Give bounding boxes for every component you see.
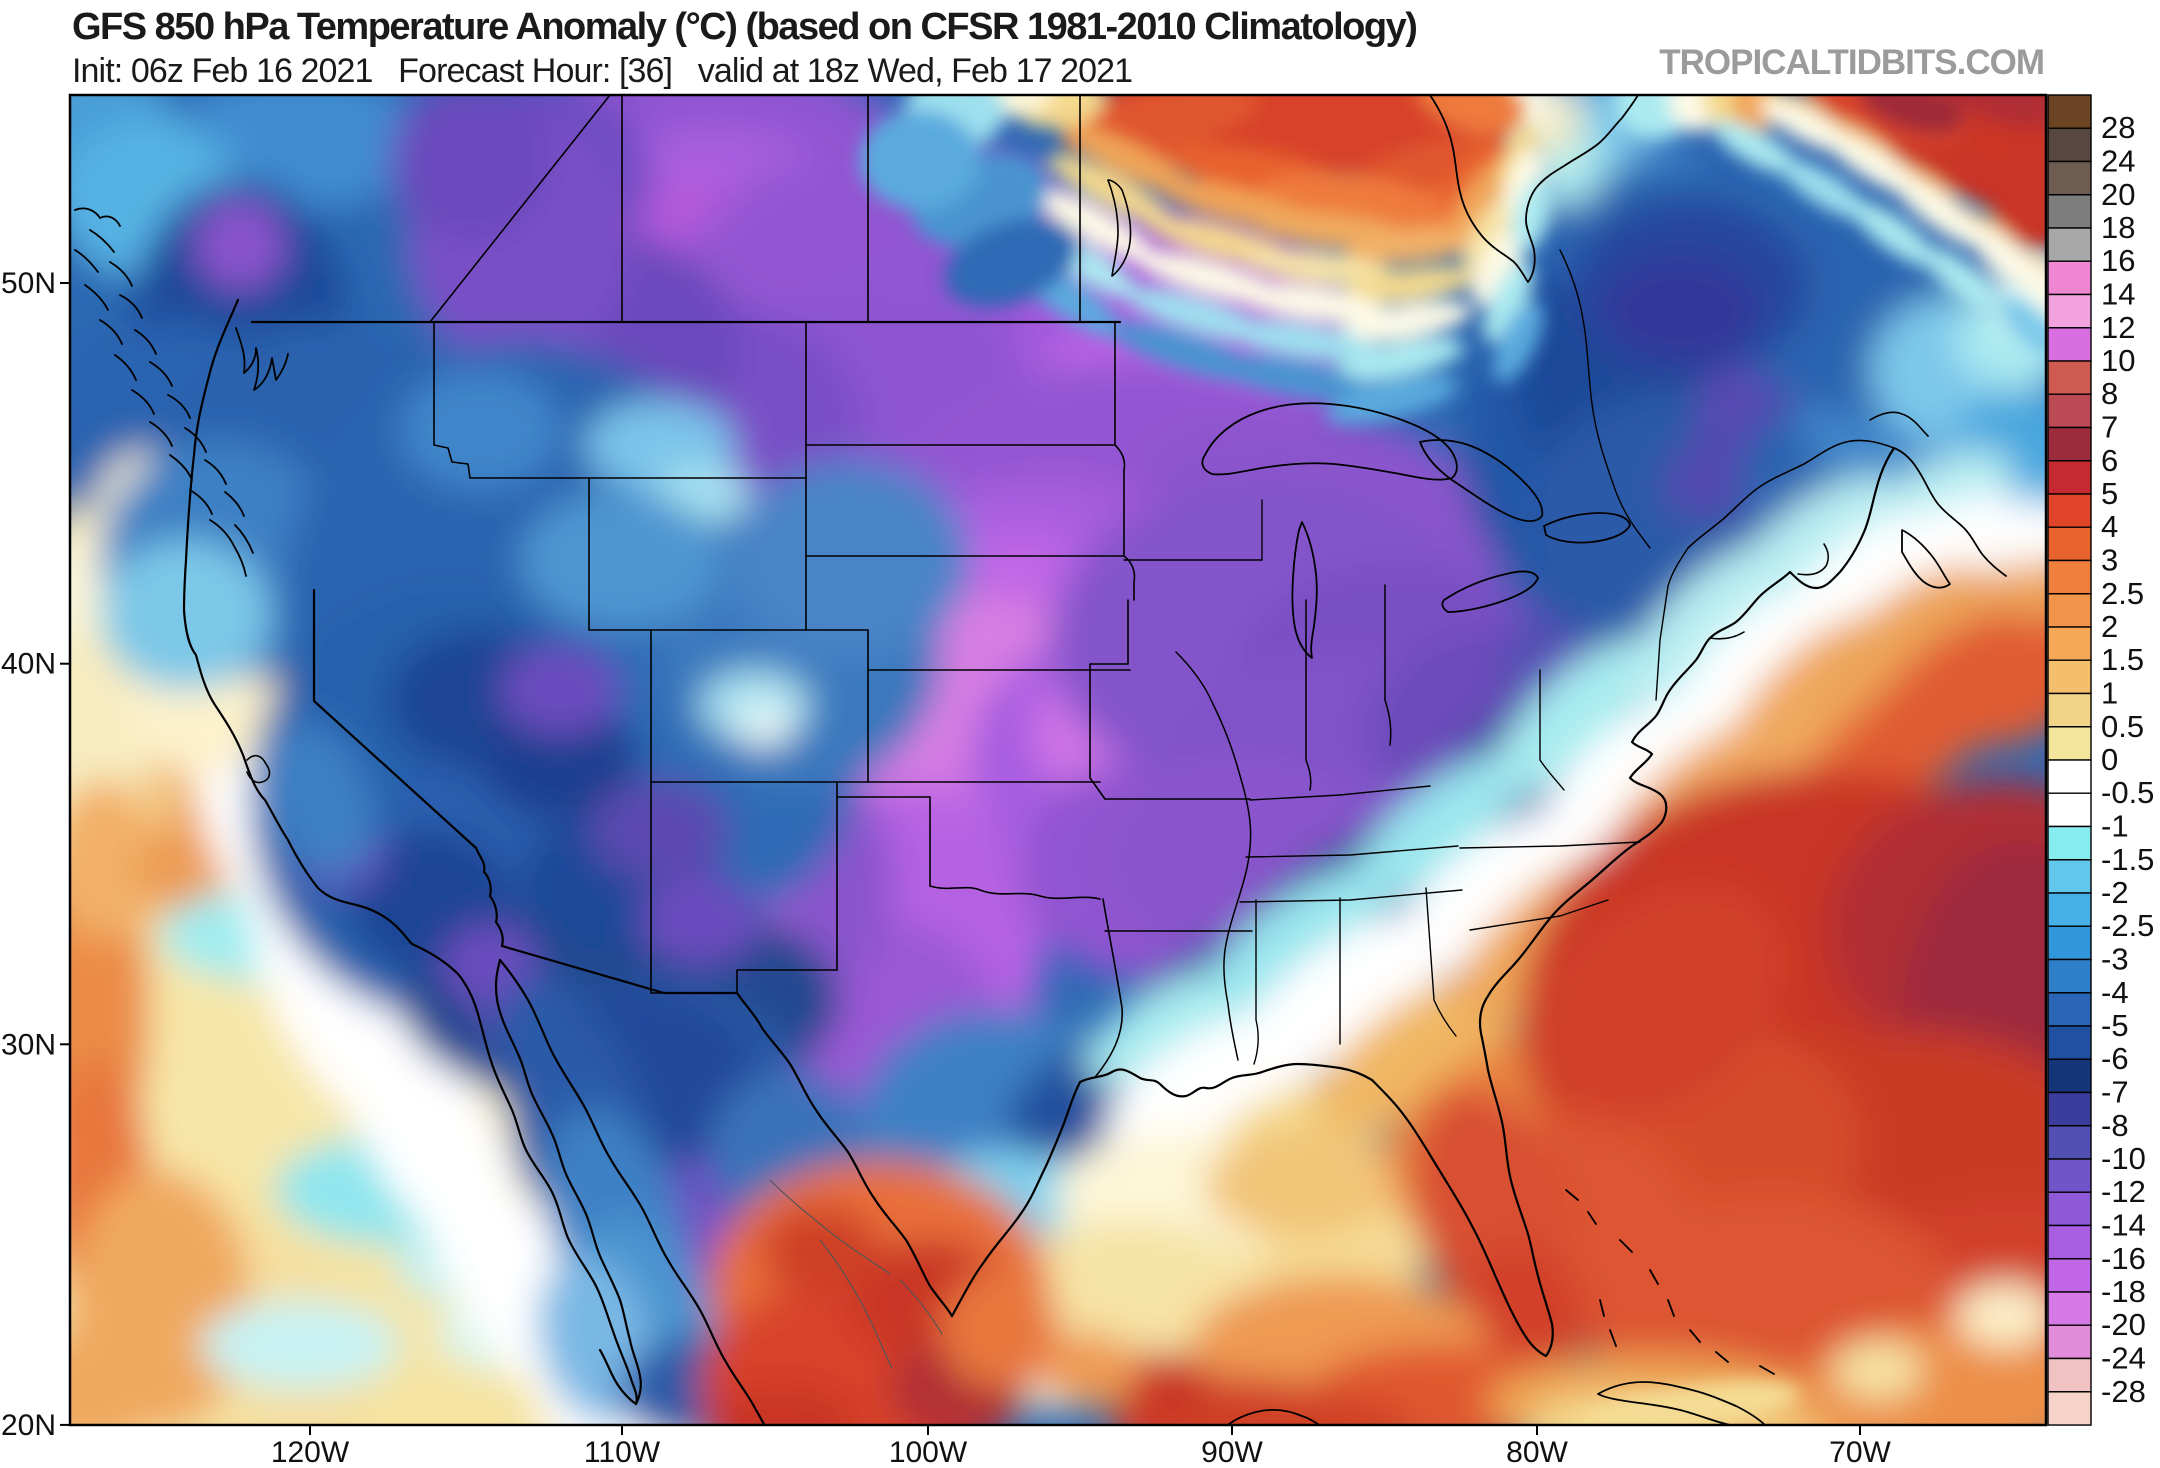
svg-text:16: 16 bbox=[2101, 243, 2135, 278]
svg-text:-24: -24 bbox=[2101, 1341, 2146, 1376]
svg-text:-7: -7 bbox=[2101, 1075, 2129, 1110]
svg-text:1.5: 1.5 bbox=[2101, 642, 2144, 677]
svg-text:-2.5: -2.5 bbox=[2101, 908, 2154, 943]
svg-text:24: 24 bbox=[2101, 144, 2135, 179]
svg-text:-8: -8 bbox=[2101, 1108, 2129, 1143]
svg-text:-6: -6 bbox=[2101, 1041, 2129, 1076]
svg-text:3: 3 bbox=[2101, 543, 2118, 578]
svg-text:7: 7 bbox=[2101, 410, 2118, 445]
svg-text:18: 18 bbox=[2101, 210, 2135, 245]
svg-text:50N: 50N bbox=[1, 267, 56, 300]
svg-text:-3: -3 bbox=[2101, 942, 2129, 977]
svg-text:40N: 40N bbox=[1, 648, 56, 681]
svg-text:10: 10 bbox=[2101, 343, 2135, 378]
svg-text:14: 14 bbox=[2101, 277, 2135, 312]
svg-text:-14: -14 bbox=[2101, 1208, 2146, 1243]
svg-text:110W: 110W bbox=[584, 1436, 661, 1468]
svg-text:6: 6 bbox=[2101, 443, 2118, 478]
svg-text:20N: 20N bbox=[1, 1409, 56, 1442]
svg-text:-2: -2 bbox=[2101, 875, 2129, 910]
svg-text:-16: -16 bbox=[2101, 1241, 2146, 1276]
svg-text:0: 0 bbox=[2101, 742, 2118, 777]
svg-text:-12: -12 bbox=[2101, 1174, 2146, 1209]
svg-text:5: 5 bbox=[2101, 476, 2118, 511]
svg-text:0.5: 0.5 bbox=[2101, 709, 2144, 744]
svg-text:8: 8 bbox=[2101, 376, 2118, 411]
svg-text:1: 1 bbox=[2101, 676, 2118, 711]
svg-text:4: 4 bbox=[2101, 509, 2118, 544]
svg-text:2.5: 2.5 bbox=[2101, 576, 2144, 611]
svg-text:80W: 80W bbox=[1506, 1436, 1568, 1468]
svg-text:-10: -10 bbox=[2101, 1141, 2146, 1176]
svg-text:-20: -20 bbox=[2101, 1307, 2146, 1342]
svg-text:120W: 120W bbox=[271, 1436, 350, 1468]
svg-text:2: 2 bbox=[2101, 609, 2118, 644]
svg-text:90W: 90W bbox=[1201, 1436, 1263, 1468]
svg-text:-1: -1 bbox=[2101, 809, 2129, 844]
svg-text:30N: 30N bbox=[1, 1028, 56, 1061]
svg-text:-1.5: -1.5 bbox=[2101, 842, 2154, 877]
svg-text:12: 12 bbox=[2101, 310, 2135, 345]
svg-text:100W: 100W bbox=[889, 1436, 968, 1468]
svg-text:-0.5: -0.5 bbox=[2101, 775, 2154, 810]
svg-text:70W: 70W bbox=[1829, 1436, 1891, 1468]
svg-text:-18: -18 bbox=[2101, 1274, 2146, 1309]
svg-text:-4: -4 bbox=[2101, 975, 2129, 1010]
svg-text:-5: -5 bbox=[2101, 1008, 2129, 1043]
svg-text:-28: -28 bbox=[2101, 1374, 2146, 1409]
svg-text:20: 20 bbox=[2101, 177, 2135, 212]
svg-text:28: 28 bbox=[2101, 110, 2135, 145]
